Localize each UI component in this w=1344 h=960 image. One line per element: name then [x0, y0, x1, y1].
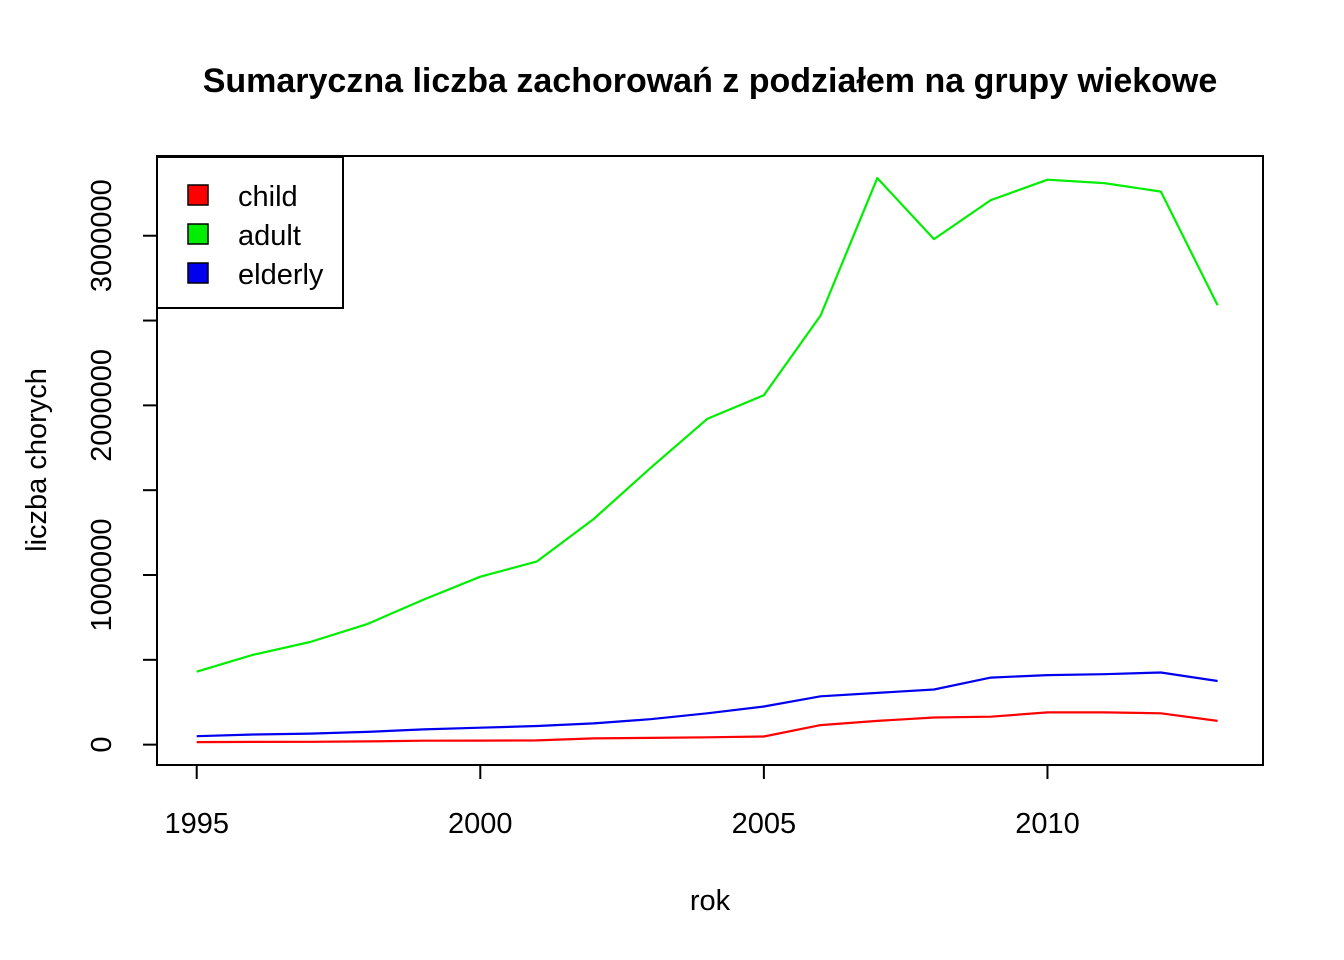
legend-label-child: child	[238, 181, 298, 213]
y-tick-label: 1000000	[86, 519, 118, 632]
series-line-child	[196, 711, 1218, 744]
legend-swatch-adult	[187, 223, 209, 245]
series-line-adult	[196, 177, 1219, 673]
series-line-elderly	[196, 671, 1218, 738]
y-tick-label: 0	[86, 737, 118, 753]
y-tick-label: 3000000	[86, 179, 118, 292]
x-axis: 1995 2000 2005 2010	[164, 764, 1080, 840]
series-layer	[196, 177, 1219, 744]
x-tick-label: 2010	[1015, 808, 1080, 840]
legend-label-elderly: elderly	[238, 259, 324, 291]
legend-label-adult: adult	[238, 220, 301, 252]
y-axis-label: liczba chorych	[21, 368, 53, 552]
x-tick-label: 2005	[732, 808, 797, 840]
x-tick-label: 1995	[164, 808, 229, 840]
x-axis-label: rok	[690, 885, 731, 917]
y-axis: 0 1000000 2000000 3000000	[86, 179, 158, 753]
y-tick-label: 2000000	[86, 349, 118, 462]
legend-swatch-elderly	[187, 262, 209, 284]
chart-title: Sumaryczna liczba zachorowań z podziałem…	[203, 62, 1218, 100]
x-tick-label: 2000	[448, 808, 513, 840]
legend: child adult elderly	[156, 156, 344, 309]
legend-swatch-child	[187, 184, 209, 206]
